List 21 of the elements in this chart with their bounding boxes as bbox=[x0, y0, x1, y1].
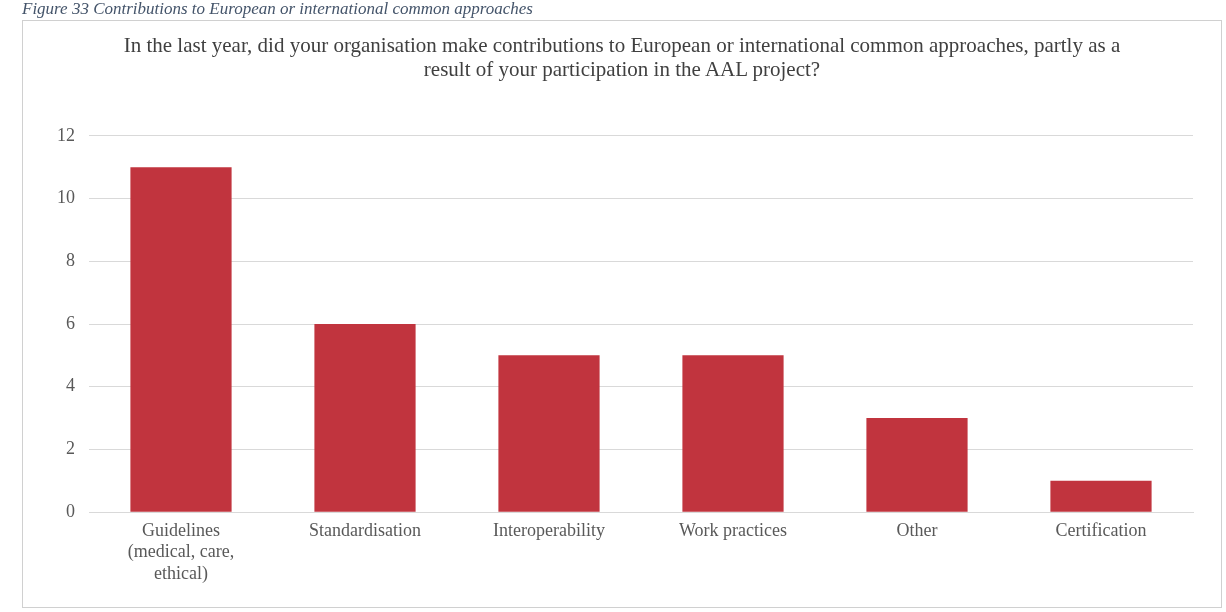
y-tick-label: 6 bbox=[66, 312, 75, 333]
bar bbox=[498, 355, 600, 512]
y-tick-label: 0 bbox=[66, 500, 75, 521]
x-tick-label: Certification bbox=[1055, 519, 1147, 540]
y-tick-label: 10 bbox=[57, 187, 75, 208]
caption: Figure 33 Contributions to European or international common approaches bbox=[22, 0, 533, 18]
bar bbox=[1050, 480, 1152, 512]
bar bbox=[130, 167, 232, 512]
y-tick-label: 8 bbox=[66, 250, 75, 270]
chart-title: In the last year, did your organisation make contributions to European or international common approaches, partly as a result of your participation in the AAL project? bbox=[123, 33, 1121, 81]
x-tick-label: Standardisation bbox=[309, 519, 421, 540]
x-tick-label: Guidelines (medical, care, ethical) bbox=[127, 519, 235, 584]
x-tick-label: Other bbox=[896, 519, 938, 540]
y-tick-label: 12 bbox=[57, 124, 75, 145]
x-tick-label: Work practices bbox=[679, 519, 787, 540]
bar bbox=[866, 418, 968, 512]
y-tick-label: 2 bbox=[66, 438, 75, 459]
x-tick-label: Interoperability bbox=[493, 519, 605, 540]
bar bbox=[682, 355, 784, 512]
y-tick-label: 4 bbox=[66, 375, 75, 396]
bar bbox=[314, 324, 416, 512]
